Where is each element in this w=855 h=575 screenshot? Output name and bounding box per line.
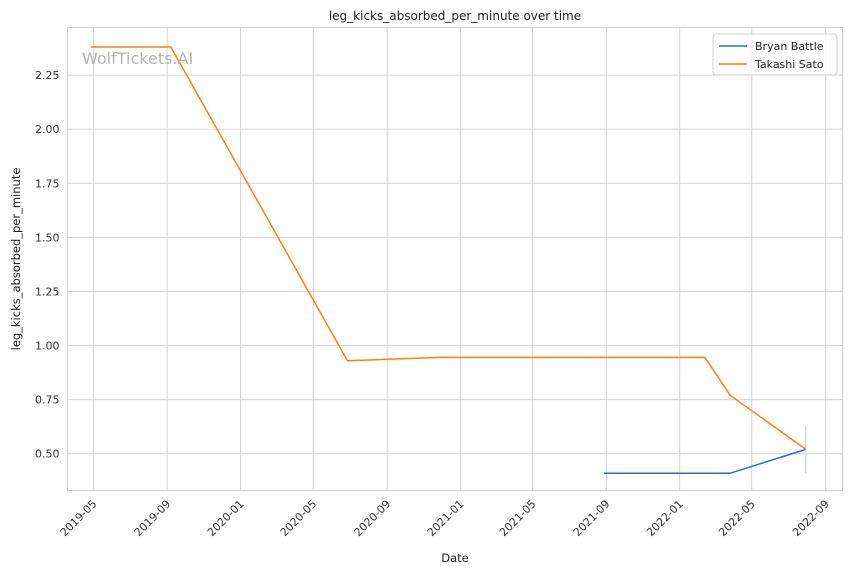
x-axis-title: Date (441, 551, 469, 565)
y-tick-label: 1.75 (35, 177, 60, 190)
plot-area (67, 27, 843, 491)
y-tick-label: 0.50 (35, 448, 60, 461)
legend: Bryan Battle Takashi Sato (712, 33, 838, 76)
legend-label: Bryan Battle (755, 40, 824, 53)
y-axis-ticks: 0.50 0.75 1.00 1.25 1.50 1.75 2.00 2.25 (35, 69, 60, 461)
series-line-bryan-battle (604, 448, 807, 474)
y-tick-label: 1.00 (35, 340, 60, 353)
grid (67, 27, 843, 491)
y-tick-label: 1.25 (35, 285, 60, 298)
y-tick-label: 2.00 (35, 123, 60, 136)
watermark: WolfTickets.AI (82, 49, 193, 68)
series-line-takashi-sato (90, 46, 807, 451)
y-tick-label: 0.75 (35, 394, 60, 407)
legend-label: Takashi Sato (754, 58, 824, 71)
chart-title: leg_kicks_absorbed_per_minute over time (329, 9, 581, 23)
series-lines (90, 46, 807, 474)
y-axis-title: leg_kicks_absorbed_per_minute (9, 168, 23, 351)
y-tick-label: 2.25 (35, 69, 60, 82)
y-tick-label: 1.50 (35, 231, 60, 244)
